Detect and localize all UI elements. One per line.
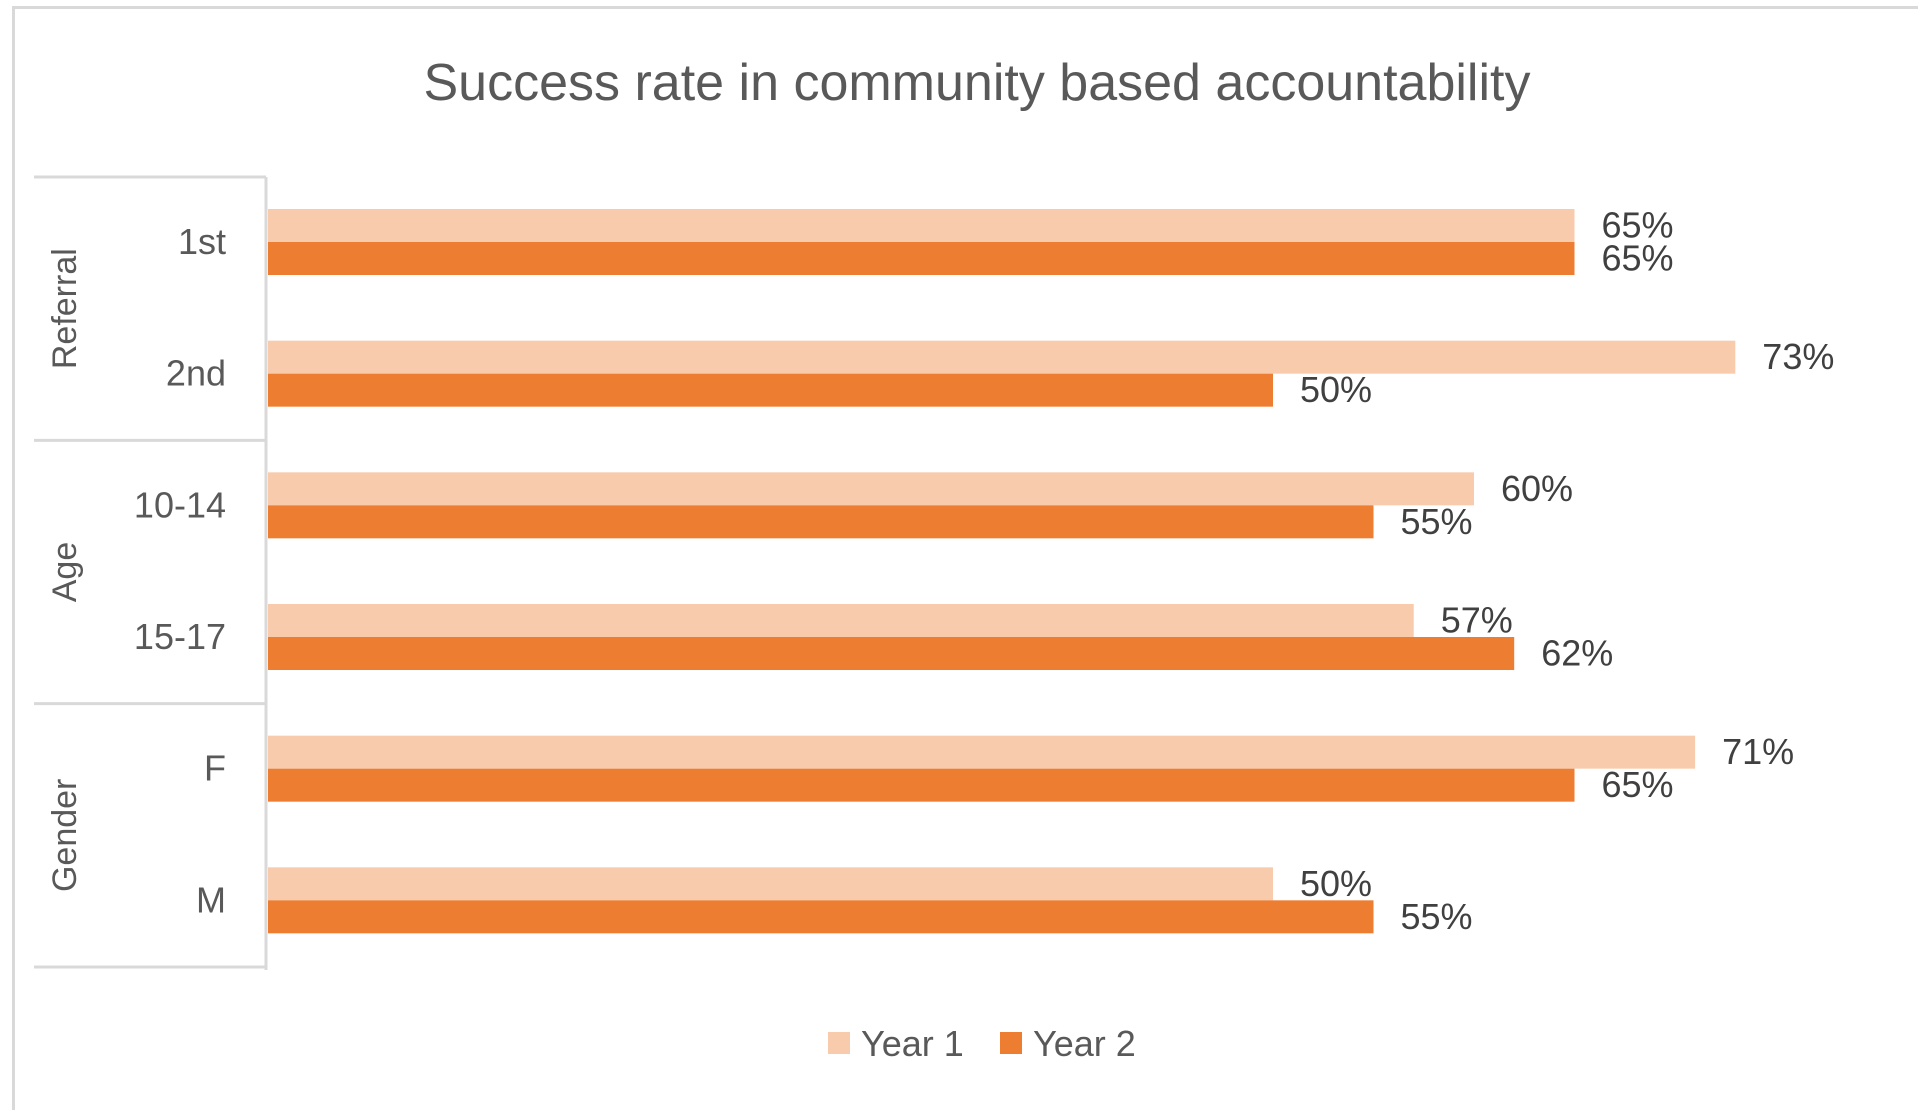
data-label-year-1-f: 71% [1722, 731, 1794, 772]
category-label-m: M [196, 879, 226, 920]
bar-year-1-f [268, 735, 1696, 769]
bar-year-2-m [268, 900, 1374, 934]
group-label-gender: Gender [46, 779, 84, 892]
bar-year-2-10-14 [268, 505, 1374, 539]
legend: Year 1 Year 2 [828, 1023, 1136, 1064]
bar-year-1-15-17 [268, 604, 1414, 637]
category-axis: Referral Age Gender 1st 2nd 10-14 15-17 F M [34, 175, 268, 970]
data-label-year-1-15-17: 57% [1441, 600, 1513, 641]
bars-layer [268, 209, 1736, 934]
data-label-year-2-1st: 65% [1602, 238, 1674, 279]
data-label-year-1-10-14: 60% [1501, 468, 1573, 509]
data-label-year-1-1st: 65% [1602, 205, 1674, 246]
data-label-year-2-f: 65% [1602, 764, 1674, 805]
bar-year-1-10-14 [268, 472, 1474, 506]
legend-label-year-2: Year 2 [1033, 1023, 1136, 1064]
group-label-age: Age [46, 542, 84, 603]
chart-title: Success rate in community based accounta… [424, 54, 1531, 112]
data-label-year-2-2nd: 50% [1300, 369, 1372, 410]
data-labels-layer: 65%65%73%50%60%55%57%62%71%65%50%55% [1300, 205, 1834, 937]
bar-year-1-m [268, 867, 1273, 901]
data-label-year-2-10-14: 55% [1401, 501, 1473, 542]
legend-swatch-year-1 [828, 1032, 850, 1054]
bar-year-2-f [268, 768, 1575, 802]
bar-year-2-1st [268, 242, 1575, 275]
data-label-year-2-m: 55% [1401, 896, 1473, 937]
data-label-year-1-m: 50% [1300, 863, 1372, 904]
category-label-10-14: 10-14 [134, 484, 226, 525]
group-label-referral: Referral [46, 248, 84, 369]
bar-year-2-15-17 [268, 637, 1515, 670]
bar-year-1-1st [268, 209, 1575, 242]
bar-year-1-2nd [268, 340, 1736, 374]
data-label-year-1-2nd: 73% [1762, 336, 1834, 377]
bar-year-2-2nd [268, 373, 1273, 407]
category-label-f: F [204, 748, 226, 789]
legend-label-year-1: Year 1 [861, 1023, 964, 1064]
data-label-year-2-15-17: 62% [1541, 633, 1613, 674]
category-label-2nd: 2nd [166, 353, 226, 394]
legend-swatch-year-2 [1000, 1032, 1022, 1054]
category-label-15-17: 15-17 [134, 616, 226, 657]
category-label-1st: 1st [178, 221, 226, 262]
